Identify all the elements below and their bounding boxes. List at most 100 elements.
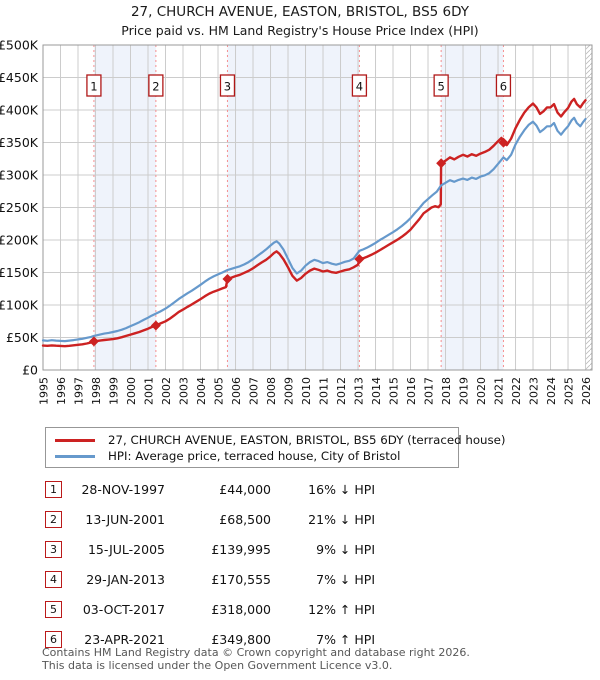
plot-border [42, 44, 593, 371]
y-axis-label: £0 [22, 363, 38, 378]
table-row: 6 23-APR-2021 £349,800 7% ↑ HPI [45, 624, 385, 654]
sale-price: £170,555 [211, 571, 271, 587]
x-axis-label: 2003 [178, 377, 191, 405]
sale-number-box-6 [495, 74, 512, 97]
sale-number-box: 6 [45, 630, 62, 648]
table-row: 5 03-OCT-2017 £318,000 12% ↑ HPI [45, 594, 385, 624]
sale-price: £68,500 [219, 511, 271, 527]
sale-number-cell: 3 [45, 540, 65, 558]
sale-date: 23-APR-2021 [84, 631, 165, 647]
page-title: 27, CHURCH AVENUE, EASTON, BRISTOL, BS5 … [130, 4, 470, 20]
sale-number-box-2 [148, 74, 164, 97]
sale-hpi-delta: 16% ↓ HPI [308, 481, 375, 497]
sale-date: 03-OCT-2017 [82, 601, 165, 617]
sale-number-box-3 [219, 74, 236, 97]
legend-label-hpi: HPI: Average price, terraced house, City… [108, 449, 401, 463]
sale-date: 15-JUL-2005 [87, 541, 165, 557]
x-axis-label: 1997 [73, 377, 86, 405]
sale-point-marker-1 [88, 336, 99, 347]
x-axis-label: 2009 [283, 377, 296, 405]
y-axis-label: £350K [0, 135, 39, 150]
sale-number-cell: 6 [45, 630, 65, 648]
property-line-swatch [55, 438, 95, 442]
y-axis-label: £150K [0, 265, 39, 280]
sale-number-cell: 1 [45, 480, 65, 498]
license-footer-line1: Contains HM Land Registry data © Crown c… [42, 646, 470, 659]
x-axis-label: 2015 [388, 377, 401, 405]
y-axis-label: £100K [0, 298, 39, 313]
x-axis-label: 2001 [143, 377, 156, 405]
x-axis-label: 2020 [475, 377, 488, 405]
sale-point-marker-4 [354, 254, 365, 265]
y-axis-label: £400K [0, 103, 39, 118]
x-axis-label: 2025 [563, 377, 576, 405]
x-axis-label: 2016 [405, 377, 418, 405]
legend-item-property: 27, CHURCH AVENUE, EASTON, BRISTOL, BS5 … [46, 432, 506, 448]
hpi-line-swatch [55, 454, 95, 458]
sale-number-box-1 [86, 74, 102, 97]
sale-date: 28-NOV-1997 [81, 481, 165, 497]
x-axis-label: 2012 [335, 377, 348, 405]
sale-price: £44,000 [219, 481, 271, 497]
sale-date: 13-JUN-2001 [85, 511, 165, 527]
sale-number-label-2: 2 [152, 80, 159, 94]
x-axis-label: 2023 [528, 377, 541, 405]
sale-number-label-1: 1 [90, 80, 97, 94]
x-axis-label: 2000 [125, 377, 138, 405]
y-axis-label: £300K [0, 168, 39, 183]
sale-number-cell: 4 [45, 570, 65, 588]
sale-point-marker-2 [150, 320, 161, 331]
x-axis-label: 2005 [213, 377, 226, 405]
x-axis-label: 1996 [55, 377, 68, 405]
sale-hpi-delta: 7% ↑ HPI [316, 631, 375, 647]
sale-price: £318,000 [211, 601, 271, 617]
price-chart: 1 2 3 4 5 6 £0 £50K £100K £150K £200K £250K £300K £35… [0, 40, 593, 405]
table-row: 4 29-JAN-2013 £170,555 7% ↓ HPI [45, 564, 385, 594]
sale-hpi-delta: 9% ↓ HPI [316, 541, 375, 557]
x-axis-label: 1998 [90, 377, 103, 405]
x-axis-label: 2014 [370, 377, 383, 405]
sale-number-box: 3 [45, 540, 62, 558]
x-axis-label: 2010 [300, 377, 313, 405]
sale-number-box-5 [433, 74, 449, 97]
x-axis-label: 2006 [230, 377, 243, 405]
x-axis-label: 2004 [195, 377, 208, 405]
sale-price: £139,995 [211, 541, 271, 557]
x-axis-label: 2013 [353, 377, 366, 405]
x-axis-label: 2002 [160, 377, 173, 405]
license-footer-line2: This data is licensed under the Open Gov… [42, 659, 393, 672]
x-axis-label: 1995 [38, 377, 51, 405]
x-axis-label: 1999 [108, 377, 121, 405]
sale-point-marker-5 [436, 158, 447, 169]
y-axis-label: £50K [6, 330, 39, 345]
sale-point-marker-3 [222, 274, 233, 285]
y-axis-label: £450K [0, 70, 39, 85]
sale-number-cell: 5 [45, 600, 65, 618]
sale-point-marker-6 [498, 137, 509, 148]
x-axis-label: 2018 [440, 377, 453, 405]
x-axis-label: 2017 [423, 377, 436, 405]
x-axis-label: 2011 [318, 377, 331, 405]
sale-hpi-delta: 21% ↓ HPI [308, 511, 375, 527]
sale-number-box: 5 [45, 600, 62, 618]
license-footer: Contains HM Land Registry data © Crown c… [42, 646, 598, 672]
sale-number-label-3: 3 [224, 80, 231, 94]
x-axis-label: 2026 [580, 377, 593, 405]
x-axis-label: 2021 [493, 377, 506, 405]
sale-hpi-delta: 12% ↑ HPI [308, 601, 375, 617]
page-subtitle: Price paid vs. HM Land Registry's House … [121, 23, 479, 38]
x-axis-label: 2007 [248, 377, 261, 405]
table-row: 3 15-JUL-2005 £139,995 9% ↓ HPI [45, 534, 385, 564]
y-axis-label: £500K [0, 40, 39, 53]
sale-number-box: 2 [45, 510, 62, 528]
sale-number-box: 1 [45, 480, 62, 498]
x-axis-label: 2022 [510, 377, 523, 405]
legend-label-property: 27, CHURCH AVENUE, EASTON, BRISTOL, BS5 … [108, 433, 506, 447]
sale-number-label-5: 5 [437, 80, 444, 94]
x-axis-label: 2024 [545, 377, 558, 405]
hpi-series-line [41, 116, 587, 343]
chart-legend: 27, CHURCH AVENUE, EASTON, BRISTOL, BS5 … [45, 427, 506, 468]
table-row: 2 13-JUN-2001 £68,500 21% ↓ HPI [45, 504, 385, 534]
table-row: 1 28-NOV-1997 £44,000 16% ↓ HPI [45, 474, 385, 504]
